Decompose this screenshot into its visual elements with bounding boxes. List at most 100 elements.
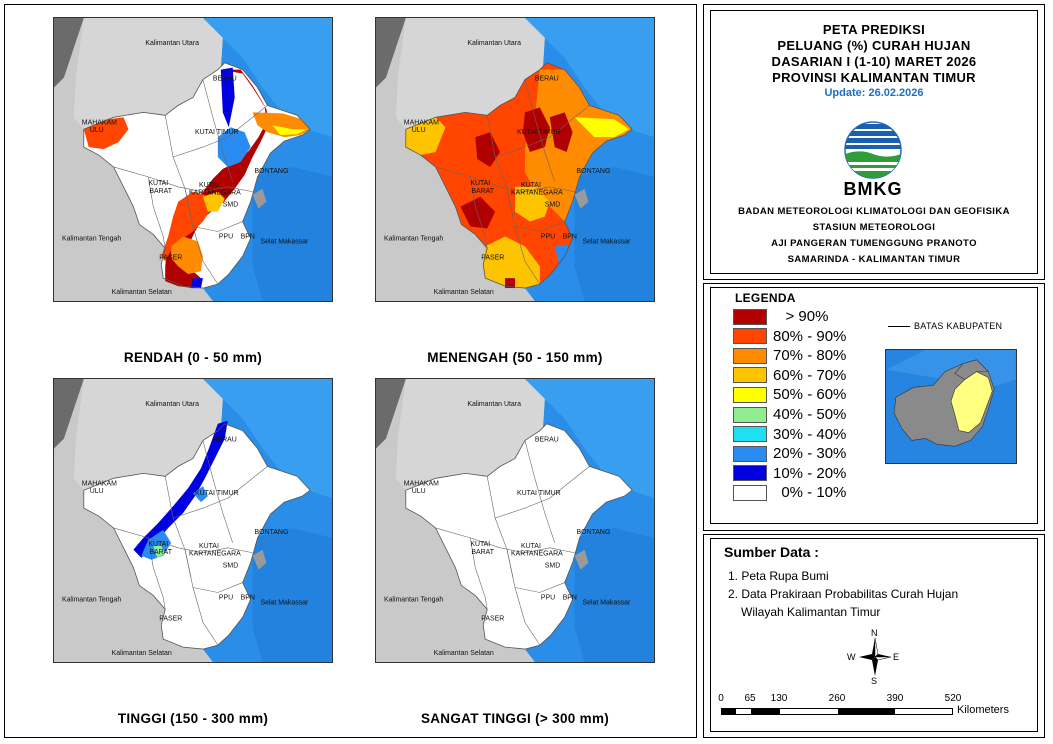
map-label: KUTAI [199, 543, 219, 550]
map-label: Kalimantan Utara [467, 40, 521, 47]
source-item-2: 2. Data Prakiraan Probabilitas Curah Huj… [728, 587, 959, 601]
compass-e: E [893, 652, 900, 662]
source-title: Sumber Data : [724, 544, 819, 560]
legend-swatch [733, 406, 767, 423]
map-label: Kalimantan Tengah [384, 235, 443, 242]
legend-swatch [733, 308, 767, 325]
map-label: Kalimantan Selatan [112, 289, 172, 296]
map-label: KUTAI TIMUR [195, 490, 239, 497]
map-label: MAHAKAM [82, 480, 117, 487]
agency-line-1: BADAN METEOROLOGI KLIMATOLOGI DAN GEOFIS… [738, 206, 1010, 217]
legend-label: 80% - 90% [773, 327, 847, 345]
scale-unit: Kilometers [957, 704, 1009, 716]
map-label: Selat Makassar [583, 238, 632, 245]
map-sangat-tinggi: Kalimantan Utara BERAU MAHAKAM ULU KUTAI TIM… [375, 378, 655, 663]
map-title-tinggi: TINGGI (150 - 300 mm) [117, 711, 269, 726]
agency-block: BADAN METEOROLOGI KLIMATOLOGI DAN GEOFIS… [712, 204, 1036, 268]
legend-label: 50% - 60% [773, 386, 847, 404]
map-label: PASER [481, 615, 504, 622]
map-label: Selat Makassar [261, 238, 310, 245]
map-label: KUTAI [470, 180, 490, 187]
map-label: BERAU [535, 76, 559, 83]
compass-n: N [871, 628, 878, 638]
legend-swatch [733, 465, 767, 482]
map-label: Kalimantan Selatan [434, 289, 494, 296]
agency-line-4: SAMARINDA - KALIMANTAN TIMUR [787, 254, 961, 265]
legend-label: 40% - 50% [773, 406, 847, 423]
compass-w: W [847, 652, 856, 662]
map-label: SMD [545, 202, 560, 209]
map-label: PASER [481, 254, 504, 261]
map-label: BPN [241, 594, 255, 601]
map-label: Kalimantan Selatan [112, 650, 172, 657]
map-label: BARAT [471, 549, 494, 556]
map-label: KUTAI TIMUR [195, 129, 239, 136]
legend-item: 0% - 10% [733, 484, 846, 501]
map-label: ULU [90, 488, 104, 495]
legend-swatch [733, 445, 767, 462]
map-rendah: Kalimantan Utara BERAU MAHAKAM ULU KUTAI TIM… [53, 17, 333, 302]
scale-tick-65: 65 [744, 693, 756, 704]
compass-s: S [871, 676, 878, 686]
map-label: MAHAKAM [404, 119, 439, 126]
map-label: BPN [241, 233, 255, 240]
bmkg-logo-icon [844, 121, 902, 179]
compass-rose-icon [859, 637, 892, 676]
map-label: Kalimantan Utara [145, 40, 199, 47]
map-label: KUTAI [199, 182, 219, 189]
map-label: BERAU [213, 437, 237, 444]
map-tinggi: Kalimantan Utara BERAU MAHAKAM ULU KUTAI TIM… [53, 378, 333, 663]
map-label: PPU [219, 594, 233, 601]
map-label: BARAT [149, 549, 172, 556]
legend-swatch [733, 386, 767, 403]
scale-tick-0: 0 [718, 693, 724, 704]
map-label: BONTANG [577, 529, 611, 536]
agency-line-2: STASIUN METEOROLOGI [812, 222, 936, 233]
map-label: BPN [563, 233, 577, 240]
map-label: Kalimantan Tengah [62, 235, 121, 242]
map-label: BERAU [535, 437, 559, 444]
legend-swatch [733, 347, 767, 364]
map-label: KUTAI TIMUR [517, 490, 561, 497]
map-label: BONTANG [577, 168, 611, 175]
source-inner-panel [710, 538, 1038, 732]
map-menengah: Kalimantan Utara BERAU MAHAKAM ULU KUTAI TIM… [375, 17, 655, 302]
legend-label: 20% - 30% [773, 445, 847, 463]
legend-swatch [733, 328, 767, 345]
source-item-2-cont: Wilayah Kalimantan Timur [741, 605, 881, 619]
map-label: BARAT [149, 188, 172, 195]
map-label: Kalimantan Tengah [384, 596, 443, 603]
scale-tick-390: 390 [886, 693, 904, 704]
scale-tick-260: 260 [828, 693, 846, 704]
legend-item: 50% - 60% [733, 386, 846, 403]
map-label: KUTAI [148, 541, 168, 548]
map-title-menengah: MENENGAH (50 - 150 mm) [427, 350, 603, 365]
map-label: ULU [90, 127, 104, 134]
legend-item: 60% - 70% [733, 367, 846, 384]
bmkg-logo-text: BMKG [843, 179, 903, 199]
map-label: ULU [412, 127, 426, 134]
legend-label: 30% - 40% [773, 425, 847, 443]
map-label: SMD [223, 202, 238, 209]
map-label: BERAU [213, 76, 237, 83]
compass-rose: N S W E [847, 628, 900, 686]
bmkg-logo: BMKG [840, 120, 906, 200]
map-label: KARTANEGARA [511, 551, 563, 558]
legend-label: 60% - 70% [773, 366, 847, 384]
map-label: PASER [159, 615, 182, 622]
scale-tick-130: 130 [770, 693, 788, 704]
map-label: Kalimantan Utara [145, 401, 199, 408]
agency-line-3: AJI PANGERAN TUMENGGUNG PRANOTO [771, 238, 977, 249]
map-label: PPU [219, 233, 233, 240]
title-line-1: PETA PREDIKSI [822, 22, 926, 37]
legend-swatch [733, 426, 767, 443]
map-label: KUTAI [470, 541, 490, 548]
map-label: Selat Makassar [583, 599, 632, 606]
scale-tick-520: 520 [944, 693, 962, 704]
map-label: PPU [541, 594, 555, 601]
map-title-sangat-tinggi: SANGAT TINGGI (> 300 mm) [420, 711, 610, 726]
legend-item: 10% - 20% [733, 465, 846, 482]
map-label: Kalimantan Selatan [434, 650, 494, 657]
